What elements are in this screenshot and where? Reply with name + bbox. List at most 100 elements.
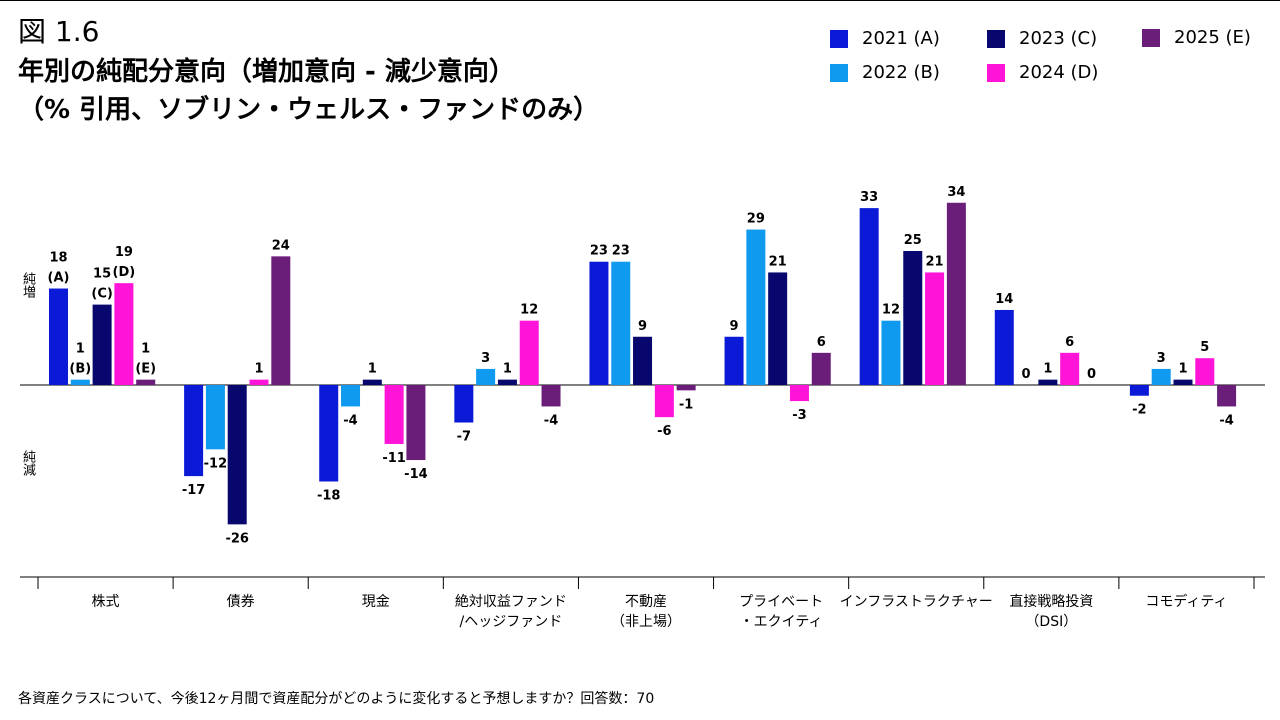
bar (789, 385, 809, 402)
bar (114, 283, 134, 385)
data-label: 29 (747, 212, 765, 227)
data-label: 24 (272, 238, 290, 253)
category-label: 株式 (92, 594, 120, 610)
bar (49, 288, 68, 385)
category-label: 直接戦略投資 (1009, 593, 1093, 610)
category-label: ・エクイティ (740, 614, 823, 630)
data-label: 18 (49, 251, 67, 266)
category-label: インフラストラクチャー (840, 594, 993, 610)
series-marker-label: (B) (69, 362, 91, 377)
bar (249, 379, 269, 385)
bar (611, 261, 631, 385)
data-label: 0 (1087, 367, 1096, 382)
bar (811, 352, 831, 385)
bar (768, 272, 788, 385)
bar (1151, 368, 1171, 385)
bar (633, 336, 653, 385)
data-label: 12 (882, 303, 900, 318)
legend-label-2024: 2024 (D) (1019, 62, 1099, 83)
data-label: 25 (904, 233, 922, 248)
top-rule (0, 0, 1280, 1)
legend-label-2022: 2022 (B) (862, 62, 940, 83)
bar (541, 385, 561, 407)
data-label: 34 (947, 185, 965, 200)
bar (476, 368, 496, 385)
bar (227, 385, 247, 525)
bar (184, 385, 204, 477)
legend-item-2025: 2025 (E) (1142, 27, 1251, 48)
legend-label-2021: 2021 (A) (862, 28, 940, 49)
bar (1173, 379, 1193, 385)
bar (903, 251, 923, 385)
legend-swatch-2024 (987, 63, 1005, 82)
data-label: -2 (1132, 403, 1146, 418)
bar (881, 320, 901, 385)
data-label: 21 (926, 254, 944, 269)
series-marker-label: (A) (48, 271, 70, 286)
data-label: 6 (817, 335, 826, 350)
data-label: 1 (141, 342, 150, 357)
bar (676, 385, 696, 391)
data-label: -17 (182, 483, 206, 498)
data-label: 3 (481, 351, 490, 366)
bar (1195, 358, 1215, 385)
legend-swatch-2023 (987, 29, 1005, 48)
axis-label-net-increase: 純増 (20, 272, 35, 298)
series-marker-label: (E) (135, 362, 156, 377)
bar (1060, 352, 1080, 385)
data-label: 5 (1200, 340, 1209, 355)
legend-item-2023: 2023 (C) (987, 28, 1097, 49)
data-label: -26 (225, 531, 249, 546)
bar (362, 379, 382, 385)
bar (136, 379, 156, 385)
bar (859, 208, 879, 385)
bar (406, 385, 426, 461)
figure-label: 図 1.6 (18, 15, 100, 48)
data-label: -18 (317, 488, 341, 503)
data-label: 6 (1065, 335, 1074, 350)
legend-item-2024: 2024 (D) (987, 62, 1098, 83)
data-label: 14 (995, 292, 1013, 307)
data-label: -1 (679, 397, 693, 412)
legend-label-2023: 2023 (C) (1019, 28, 1098, 49)
data-label: 0 (1022, 367, 1031, 382)
data-label: -4 (544, 413, 558, 428)
category-label: 絶対収益ファンド (455, 594, 567, 610)
data-label: 1 (1178, 362, 1187, 377)
data-label: -7 (457, 430, 471, 445)
category-label: コモディティ (1145, 593, 1227, 610)
data-label: 9 (730, 319, 739, 334)
bar (92, 304, 112, 385)
legend-swatch-2025 (1142, 28, 1160, 47)
footnote: 各資産クラスについて、今後12ヶ月間で資産配分がどのように変化すると予想しますか… (18, 691, 655, 707)
bar (1129, 385, 1149, 396)
bar (724, 336, 744, 385)
category-label: 不動産 (625, 594, 667, 610)
data-label: 1 (76, 342, 85, 357)
data-label: 23 (590, 244, 608, 259)
data-label: 1 (1043, 362, 1052, 377)
bar (454, 385, 474, 423)
data-label: 23 (612, 244, 630, 259)
data-label: -4 (343, 413, 357, 428)
data-label: -12 (204, 456, 228, 471)
data-label: 1 (503, 362, 512, 377)
data-label: -3 (792, 408, 806, 423)
bar (205, 385, 225, 450)
data-label: -14 (404, 467, 428, 482)
data-label: -6 (657, 424, 671, 439)
category-label: （DSI） (1025, 614, 1077, 630)
legend-item-2022: 2022 (B) (830, 62, 940, 83)
bar (497, 379, 517, 385)
bar (589, 261, 609, 385)
category-label: 現金 (362, 594, 390, 610)
legend-swatch-2022 (830, 63, 848, 82)
bar (925, 272, 945, 385)
bar (1038, 379, 1058, 385)
data-label: 9 (638, 319, 647, 334)
data-label: 19 (115, 245, 133, 260)
legend-label-2025: 2025 (E) (1174, 27, 1251, 48)
data-label: 33 (860, 190, 878, 205)
data-label: -4 (1219, 413, 1233, 428)
axis-label-net-decrease: 純減 (20, 450, 35, 476)
